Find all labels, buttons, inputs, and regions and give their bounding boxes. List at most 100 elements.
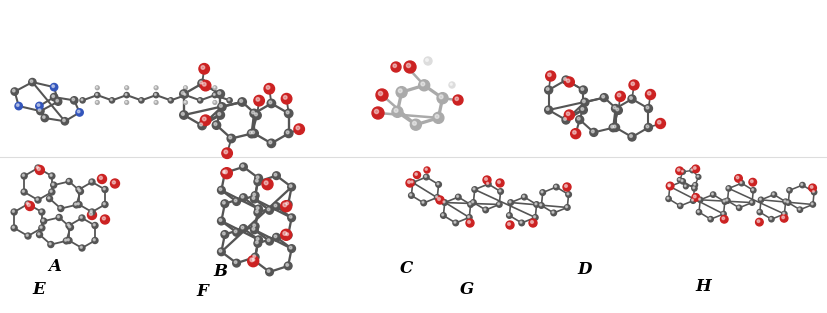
Circle shape bbox=[213, 101, 215, 103]
Text: A: A bbox=[48, 258, 61, 275]
Circle shape bbox=[253, 193, 256, 196]
Circle shape bbox=[666, 196, 672, 202]
Circle shape bbox=[184, 101, 186, 103]
Circle shape bbox=[49, 173, 55, 179]
Circle shape bbox=[42, 219, 44, 221]
Circle shape bbox=[80, 216, 83, 218]
Circle shape bbox=[471, 201, 474, 203]
Circle shape bbox=[266, 85, 270, 89]
Circle shape bbox=[798, 208, 801, 210]
Circle shape bbox=[454, 221, 456, 223]
Circle shape bbox=[616, 108, 619, 111]
Circle shape bbox=[229, 136, 232, 139]
Circle shape bbox=[251, 223, 259, 230]
Circle shape bbox=[219, 104, 222, 107]
Circle shape bbox=[29, 79, 36, 86]
Circle shape bbox=[617, 93, 621, 97]
Circle shape bbox=[256, 98, 260, 101]
Circle shape bbox=[667, 184, 672, 189]
Circle shape bbox=[213, 121, 221, 129]
Circle shape bbox=[222, 232, 225, 235]
Circle shape bbox=[79, 215, 85, 221]
Circle shape bbox=[576, 116, 584, 124]
Circle shape bbox=[90, 210, 93, 212]
Circle shape bbox=[203, 82, 206, 86]
Circle shape bbox=[284, 109, 293, 118]
Circle shape bbox=[628, 95, 636, 103]
Circle shape bbox=[677, 177, 682, 182]
Circle shape bbox=[580, 106, 587, 114]
Circle shape bbox=[538, 203, 544, 208]
Circle shape bbox=[95, 100, 99, 104]
Circle shape bbox=[375, 110, 379, 114]
Circle shape bbox=[720, 215, 728, 223]
Circle shape bbox=[65, 239, 67, 241]
Circle shape bbox=[498, 189, 504, 194]
Circle shape bbox=[563, 183, 571, 191]
Circle shape bbox=[17, 104, 19, 106]
Circle shape bbox=[218, 112, 221, 115]
Circle shape bbox=[98, 175, 107, 183]
Circle shape bbox=[496, 179, 504, 187]
Circle shape bbox=[580, 86, 587, 94]
Circle shape bbox=[294, 124, 304, 134]
Circle shape bbox=[89, 212, 93, 215]
Circle shape bbox=[685, 185, 686, 187]
Circle shape bbox=[709, 218, 711, 219]
Circle shape bbox=[49, 243, 51, 245]
Circle shape bbox=[213, 94, 215, 95]
Circle shape bbox=[89, 209, 95, 215]
Circle shape bbox=[179, 90, 188, 98]
Circle shape bbox=[697, 197, 703, 203]
Circle shape bbox=[184, 87, 186, 88]
Circle shape bbox=[801, 183, 803, 185]
Circle shape bbox=[22, 190, 25, 192]
Circle shape bbox=[35, 165, 41, 171]
Circle shape bbox=[219, 188, 222, 191]
Circle shape bbox=[255, 236, 262, 244]
Circle shape bbox=[288, 214, 295, 222]
Circle shape bbox=[199, 123, 203, 126]
Circle shape bbox=[125, 94, 127, 95]
Circle shape bbox=[36, 232, 42, 238]
Circle shape bbox=[408, 181, 410, 183]
Circle shape bbox=[267, 99, 275, 108]
Circle shape bbox=[89, 179, 95, 185]
Circle shape bbox=[68, 224, 74, 230]
Circle shape bbox=[254, 95, 265, 106]
Circle shape bbox=[784, 200, 786, 202]
Circle shape bbox=[678, 178, 680, 180]
Circle shape bbox=[90, 180, 93, 182]
Circle shape bbox=[184, 86, 188, 90]
Circle shape bbox=[241, 226, 244, 229]
Circle shape bbox=[248, 256, 259, 267]
Circle shape bbox=[79, 245, 85, 251]
Circle shape bbox=[468, 202, 473, 207]
Circle shape bbox=[646, 106, 649, 109]
Circle shape bbox=[541, 191, 543, 193]
Circle shape bbox=[296, 126, 299, 130]
Circle shape bbox=[25, 233, 31, 239]
Circle shape bbox=[692, 194, 700, 201]
Circle shape bbox=[281, 94, 292, 104]
Circle shape bbox=[126, 87, 127, 88]
Circle shape bbox=[413, 121, 416, 125]
Circle shape bbox=[691, 169, 692, 171]
Circle shape bbox=[251, 195, 258, 203]
Circle shape bbox=[88, 211, 97, 219]
Circle shape bbox=[254, 209, 261, 216]
Circle shape bbox=[198, 98, 203, 103]
Text: D: D bbox=[577, 261, 591, 278]
Circle shape bbox=[80, 246, 83, 248]
Circle shape bbox=[67, 239, 69, 241]
Circle shape bbox=[255, 205, 262, 213]
Circle shape bbox=[216, 111, 224, 119]
Circle shape bbox=[66, 223, 72, 228]
Circle shape bbox=[200, 115, 211, 126]
Circle shape bbox=[250, 129, 258, 138]
Circle shape bbox=[750, 180, 753, 182]
Circle shape bbox=[443, 201, 445, 203]
Circle shape bbox=[563, 78, 566, 80]
Circle shape bbox=[102, 187, 108, 192]
Circle shape bbox=[681, 169, 686, 174]
